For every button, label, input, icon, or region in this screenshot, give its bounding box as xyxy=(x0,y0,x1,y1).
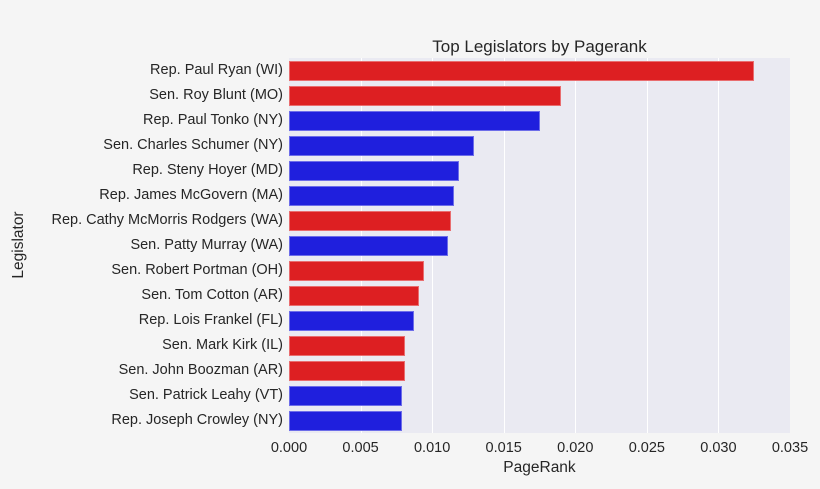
x-tick-label: 0.025 xyxy=(628,440,665,456)
y-tick-label: Sen. Tom Cotton (AR) xyxy=(141,287,283,303)
bar xyxy=(289,160,460,181)
bar xyxy=(289,60,755,81)
y-tick-label: Rep. Steny Hoyer (MD) xyxy=(132,162,283,178)
x-tick-label: 0.030 xyxy=(700,440,737,456)
y-tick-label: Rep. Cathy McMorris Rodgers (WA) xyxy=(51,212,283,228)
plot-area xyxy=(289,58,790,433)
bar xyxy=(289,335,405,356)
y-tick-label: Rep. Lois Frankel (FL) xyxy=(138,312,283,328)
x-tick-label: 0.035 xyxy=(771,440,809,456)
bar xyxy=(289,385,403,406)
chart-title: Top Legislators by Pagerank xyxy=(432,37,647,56)
y-tick-label: Sen. Patrick Leahy (VT) xyxy=(129,387,283,403)
bar xyxy=(289,360,405,381)
x-tick-label: 0.015 xyxy=(485,440,522,456)
gridline xyxy=(504,58,505,433)
x-tick-label: 0.010 xyxy=(413,440,451,456)
y-tick-label: Sen. Mark Kirk (IL) xyxy=(162,337,283,353)
bar xyxy=(289,185,454,206)
y-tick-label: Sen. Charles Schumer (NY) xyxy=(103,137,283,153)
gridline xyxy=(647,58,648,433)
y-tick-label: Rep. Paul Ryan (WI) xyxy=(150,62,283,78)
bar xyxy=(289,110,540,131)
bar xyxy=(289,310,414,331)
x-tick-label: 0.005 xyxy=(342,440,379,456)
y-tick-label: Sen. Roy Blunt (MO) xyxy=(149,87,283,103)
x-tick-label: 0.020 xyxy=(557,440,594,456)
y-tick-label: Sen. John Boozman (AR) xyxy=(118,362,283,378)
bar xyxy=(289,85,561,106)
bar xyxy=(289,260,424,281)
y-tick-label: Rep. Joseph Crowley (NY) xyxy=(111,412,283,428)
bar xyxy=(289,410,403,431)
x-tick-label: 0.000 xyxy=(270,440,308,456)
y-axis-label: Legislator xyxy=(10,211,27,279)
bar xyxy=(289,235,448,256)
bar xyxy=(289,285,420,306)
y-tick-label: Sen. Patty Murray (WA) xyxy=(130,237,283,253)
y-tick-label: Rep. Paul Tonko (NY) xyxy=(143,112,283,128)
x-axis-label: PageRank xyxy=(503,459,576,476)
y-tick-label: Sen. Robert Portman (OH) xyxy=(111,262,283,278)
bar xyxy=(289,135,474,156)
bar xyxy=(289,210,451,231)
gridline xyxy=(575,58,576,433)
y-tick-label: Rep. James McGovern (MA) xyxy=(99,187,283,203)
gridline xyxy=(718,58,719,433)
